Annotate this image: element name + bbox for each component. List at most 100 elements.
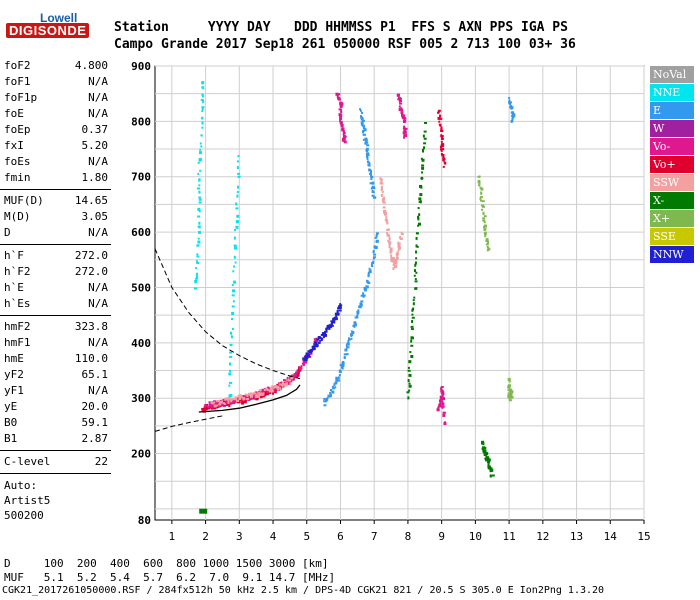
echo-point [437, 408, 440, 411]
echo-point [343, 356, 346, 359]
param-value: N/A [88, 155, 108, 168]
lower-dashed-curve [154, 415, 223, 432]
echo-point [442, 158, 446, 161]
echo-point [407, 369, 411, 372]
echo-point [338, 306, 342, 309]
echo-point [483, 225, 486, 228]
echo-point [214, 406, 217, 409]
param-value: N/A [88, 91, 108, 104]
echo-point [198, 178, 201, 182]
echo-point [228, 404, 231, 408]
echo-point [198, 210, 201, 213]
echo-point [229, 381, 233, 384]
echo-point [229, 401, 233, 405]
echo-point [366, 160, 369, 163]
echo-point [437, 109, 441, 112]
echo-point [508, 388, 512, 392]
echo-point [285, 382, 289, 385]
echo-point [218, 403, 222, 406]
echo-point [379, 177, 382, 181]
echo-point [236, 214, 240, 218]
echo-point [334, 386, 337, 389]
echo-point [443, 422, 447, 426]
echo-point [339, 369, 342, 373]
echo-point [507, 389, 510, 392]
echo-point [487, 461, 490, 464]
echo-point [244, 394, 247, 397]
echo-point [350, 334, 353, 338]
echo-point [410, 328, 414, 331]
echo-point [390, 249, 393, 252]
echo-point [277, 382, 281, 385]
echo-point [246, 394, 249, 397]
echo-point [418, 200, 421, 203]
y-tick-label: 300 [131, 392, 151, 405]
echo-point [333, 383, 336, 387]
echo-point [305, 356, 309, 359]
echo-point [321, 337, 324, 340]
echo-point [362, 133, 365, 136]
echo-point [483, 449, 487, 452]
param-value: 5.20 [81, 139, 109, 152]
echo-point [362, 294, 366, 297]
echo-point [346, 342, 349, 345]
echo-point [480, 192, 483, 195]
echo-point [343, 353, 347, 356]
echo-point [334, 317, 338, 321]
panel-separator [0, 315, 111, 316]
echo-point [233, 244, 237, 247]
echo-point [400, 113, 403, 117]
echo-point [508, 392, 512, 396]
echo-point [362, 124, 366, 127]
param-value: 22 [94, 455, 108, 468]
echo-point [441, 400, 444, 403]
echo-point [325, 329, 328, 333]
echo-point [278, 383, 282, 386]
echo-point [398, 97, 402, 101]
echo-point [337, 379, 341, 382]
echo-point [420, 176, 423, 180]
echo-point [381, 190, 384, 193]
echo-point [302, 363, 305, 366]
echo-point [363, 286, 366, 290]
echo-point [510, 389, 513, 393]
param-key: M(D) [4, 210, 31, 223]
echo-point [201, 116, 204, 119]
echo-point [195, 275, 198, 279]
echo-point [253, 392, 256, 395]
echo-point [372, 260, 375, 263]
echo-point [315, 342, 318, 345]
echo-point [414, 278, 417, 281]
echo-point [340, 102, 344, 106]
echo-point [314, 342, 317, 346]
echo-point [215, 406, 218, 409]
echo-point [380, 178, 383, 182]
echo-point [440, 152, 443, 155]
echo-point [410, 354, 414, 358]
echo-point [357, 309, 360, 312]
echo-point [353, 323, 357, 327]
echo-point [235, 207, 239, 210]
echo-point [252, 393, 255, 397]
echo-point [255, 393, 258, 396]
echo-point [442, 413, 446, 417]
param-value: 4.800 [74, 59, 108, 72]
echo-point [272, 391, 275, 395]
echo-point [397, 246, 401, 250]
echo-point [201, 93, 204, 96]
echo-point [361, 123, 364, 126]
echo-point [334, 381, 338, 384]
echo-point [238, 396, 242, 399]
echo-point [390, 258, 393, 262]
echo-point [397, 249, 400, 252]
echo-point [490, 468, 494, 472]
echo-point [389, 251, 392, 254]
echo-point [369, 182, 372, 185]
echo-point [484, 234, 487, 238]
echo-point [198, 230, 202, 234]
echo-point [359, 303, 363, 307]
echo-point [227, 396, 231, 400]
param-yf1: yF1 N/A [4, 383, 108, 399]
echo-point [486, 240, 489, 244]
echo-point [339, 304, 343, 307]
